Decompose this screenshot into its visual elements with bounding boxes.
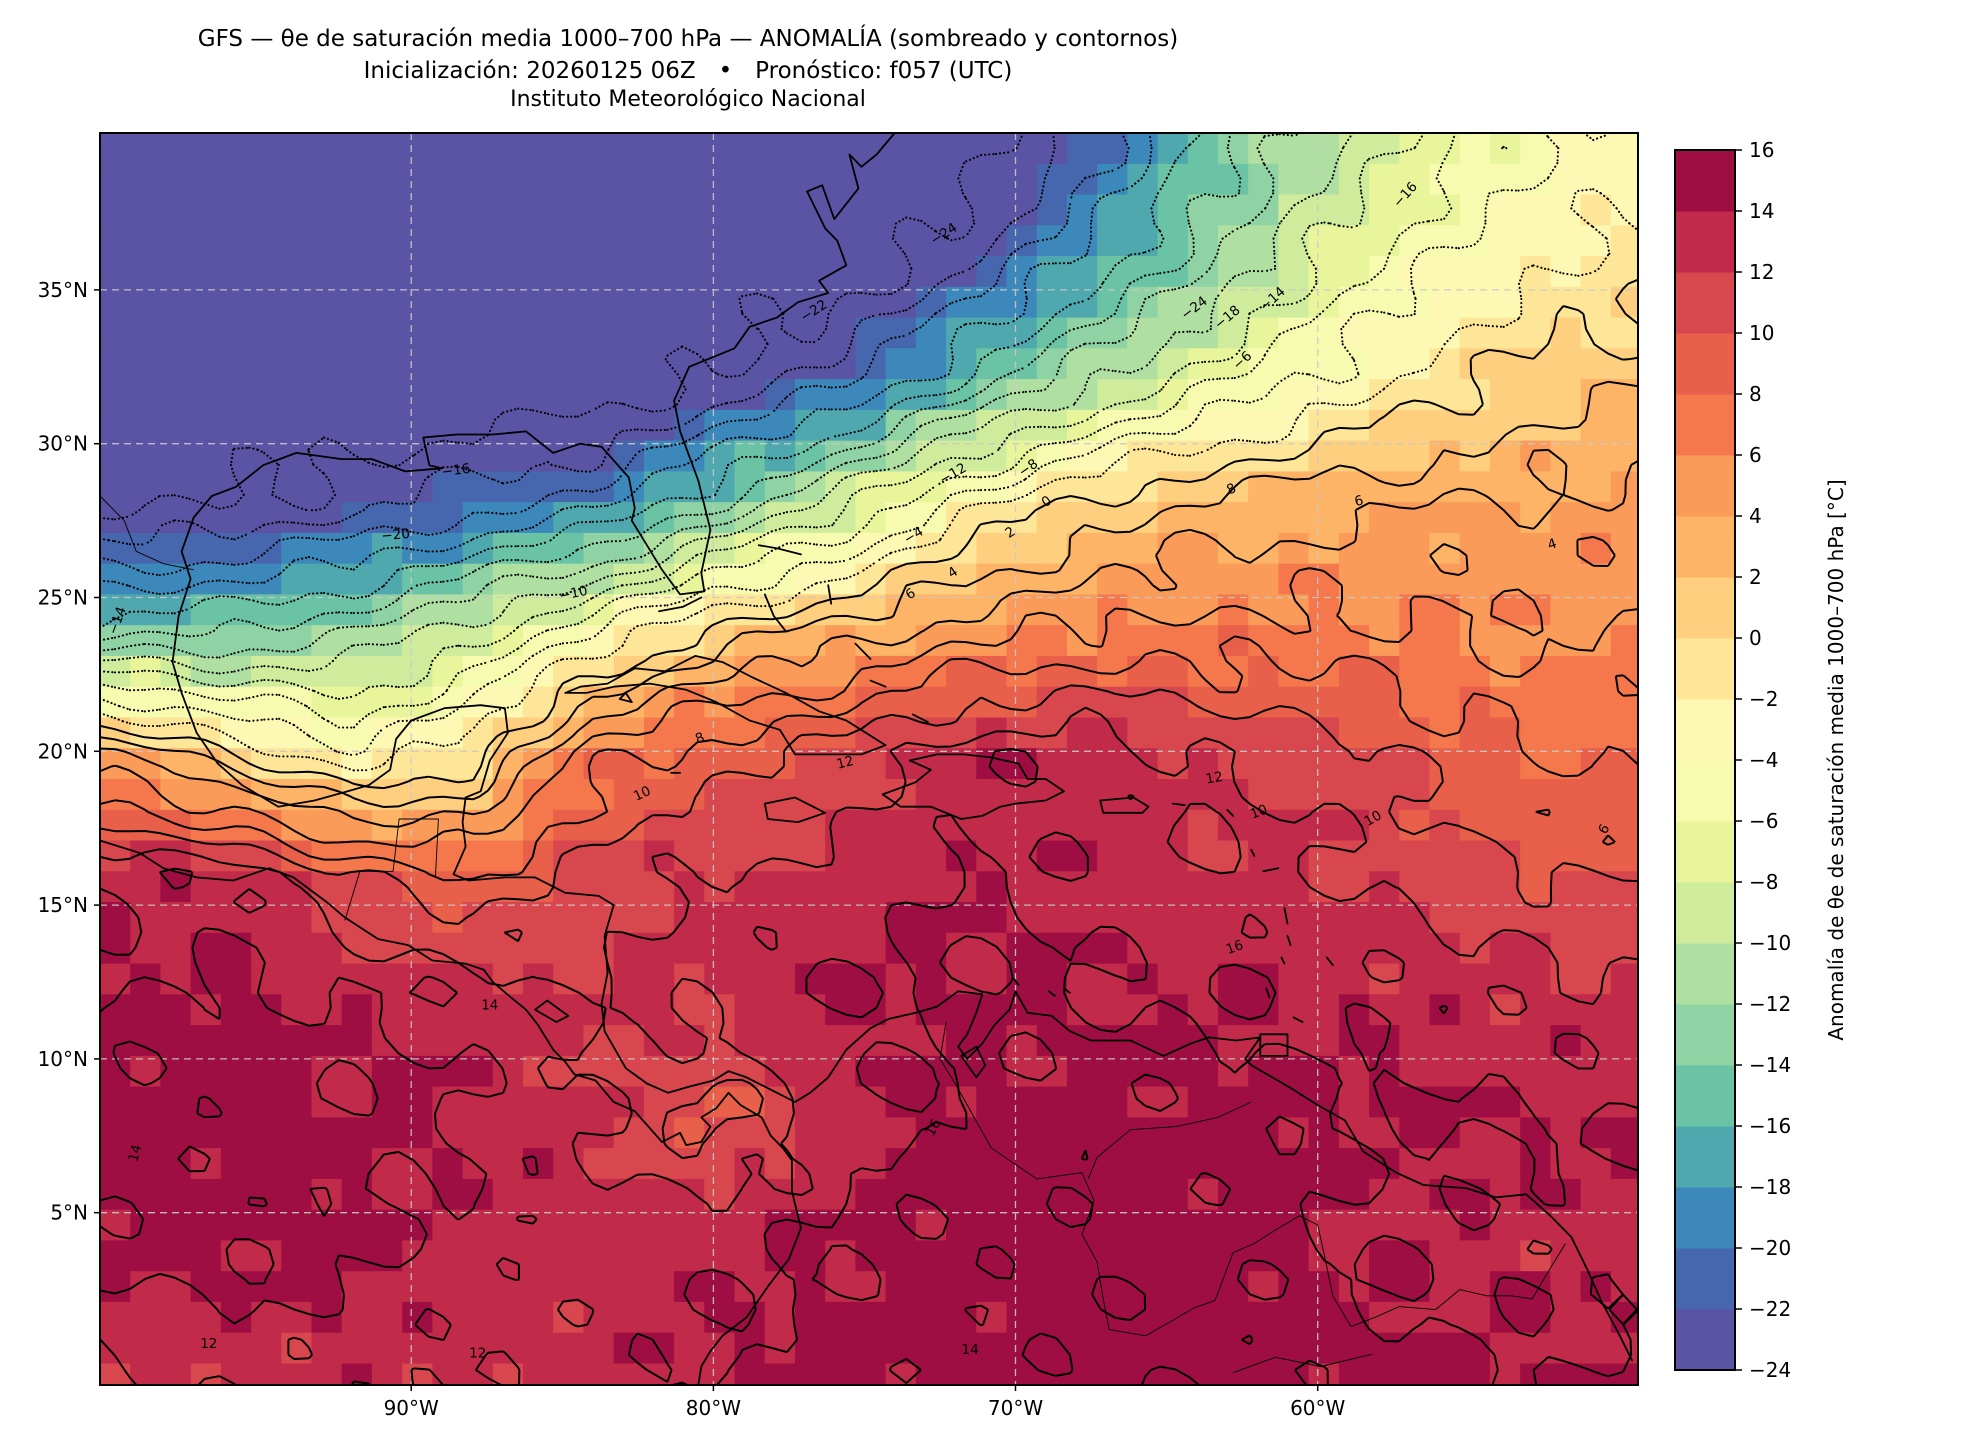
colorbar-band	[1675, 1187, 1735, 1249]
contour-label: 14	[125, 1143, 145, 1164]
colorbar-band	[1675, 394, 1735, 456]
y-tick-label: 20°N	[38, 739, 88, 763]
contour-label: −16	[441, 461, 471, 481]
colorbar-band	[1675, 1004, 1735, 1066]
colorbar-band	[1675, 699, 1735, 761]
colorbar-tick-label: −22	[1749, 1297, 1791, 1321]
y-tick-label: 35°N	[38, 278, 88, 302]
plot-title: GFS — θe de saturación media 1000–700 hP…	[198, 24, 1178, 52]
colorbar-band	[1675, 882, 1735, 944]
contour-label: −10	[558, 583, 589, 605]
contour-label: 14	[962, 1342, 979, 1358]
coastlines	[100, 133, 1633, 1385]
y-tick-label: 25°N	[38, 586, 88, 610]
colorbar-band	[1675, 333, 1735, 395]
colorbar-tick-label: −18	[1749, 1175, 1791, 1199]
x-tick-label: 90°W	[384, 1396, 439, 1420]
colorbar-tick-label: −2	[1749, 687, 1778, 711]
contour-label: 16	[922, 1116, 944, 1139]
colorbar-band	[1675, 455, 1735, 517]
colorbar-tick-label: −6	[1749, 809, 1778, 833]
colorbar-band	[1675, 1248, 1735, 1310]
colorbar: 16 14 12 10 8 6 4 2 0 −2 −4 −6 −8 −10 −12 −14 −16 −18 −20 −…	[1674, 138, 1791, 1382]
colorbar-band	[1675, 943, 1735, 1005]
colorbar-band	[1675, 1126, 1735, 1188]
colorbar-tick-label: −10	[1749, 931, 1791, 955]
colorbar-tick-label: −14	[1749, 1053, 1791, 1077]
colorbar-tick-label: 4	[1749, 504, 1762, 528]
colorbar-tick-label: −12	[1749, 992, 1791, 1016]
colorbar-tick-label: 0	[1749, 626, 1762, 650]
colorbar-tick-label: 16	[1749, 138, 1774, 162]
colorbar-tick-label: 12	[1749, 260, 1774, 284]
colorbar-tick-label: −4	[1749, 748, 1778, 772]
colorbar-tick-label: −8	[1749, 870, 1778, 894]
colorbar-tick-label: 8	[1749, 382, 1762, 406]
map-frame	[99, 132, 1639, 1386]
plot-subtitle-institution: Instituto Meteorológico Nacional	[510, 87, 866, 112]
colorbar-band	[1675, 760, 1735, 822]
contour-label: 16	[1224, 937, 1246, 958]
contour-label: 10	[631, 783, 653, 805]
colorbar-axis-label: Anomalía de θe de saturación media 1000–…	[1824, 479, 1848, 1040]
contour-label: 12	[200, 1336, 217, 1352]
colorbar-band	[1675, 821, 1735, 883]
contour-label: 12	[469, 1345, 486, 1361]
colorbar-tick-label: 2	[1749, 565, 1762, 589]
y-tick-label: 30°N	[38, 432, 88, 456]
colorbar-band	[1675, 150, 1735, 212]
x-tick-label: 80°W	[686, 1396, 741, 1420]
borders-and-rivers	[100, 495, 1566, 1374]
y-tick-label: 10°N	[38, 1047, 88, 1071]
contour-label: 12	[835, 753, 856, 773]
y-tick-label: 5°N	[50, 1201, 88, 1225]
contour-label: 10	[1248, 802, 1270, 823]
contour-label: 6	[1353, 492, 1365, 510]
contour-label: 14	[481, 998, 498, 1014]
colorbar-tick-label: 6	[1749, 443, 1762, 467]
colorbar-tick-label: 14	[1749, 199, 1774, 223]
axis-ticks-and-labels: 90°W 80°W 70°W 60°W 35°N 30°N 25°N 20°N 15°N 10°N…	[38, 278, 1346, 1420]
contour-label: 12	[1204, 769, 1224, 788]
contour-label: −20	[381, 526, 411, 544]
colorbar-tick-label: −16	[1749, 1114, 1791, 1138]
colorbar-band	[1675, 516, 1735, 578]
plot-subtitle-init-forecast: Inicialización: 20260125 06Z • Pronóstic…	[364, 58, 1013, 84]
colorbar-tick-label: −24	[1749, 1358, 1791, 1382]
x-tick-label: 70°W	[988, 1396, 1043, 1420]
colorbar-band	[1675, 638, 1735, 700]
colorbar-band	[1675, 272, 1735, 334]
colorbar-tick-label: 10	[1749, 321, 1774, 345]
colorbar-band	[1675, 1309, 1735, 1371]
colorbar-band	[1675, 211, 1735, 273]
y-tick-label: 15°N	[38, 893, 88, 917]
anomaly-shading	[100, 133, 1638, 1385]
colorbar-tick-label: −20	[1749, 1236, 1791, 1260]
x-tick-label: 60°W	[1290, 1396, 1345, 1420]
colorbar-band	[1675, 1065, 1735, 1127]
negative-contours	[100, 133, 1638, 772]
positive-contours	[100, 278, 1638, 1385]
contour-label: 10	[1362, 807, 1385, 829]
colorbar-band	[1675, 577, 1735, 639]
